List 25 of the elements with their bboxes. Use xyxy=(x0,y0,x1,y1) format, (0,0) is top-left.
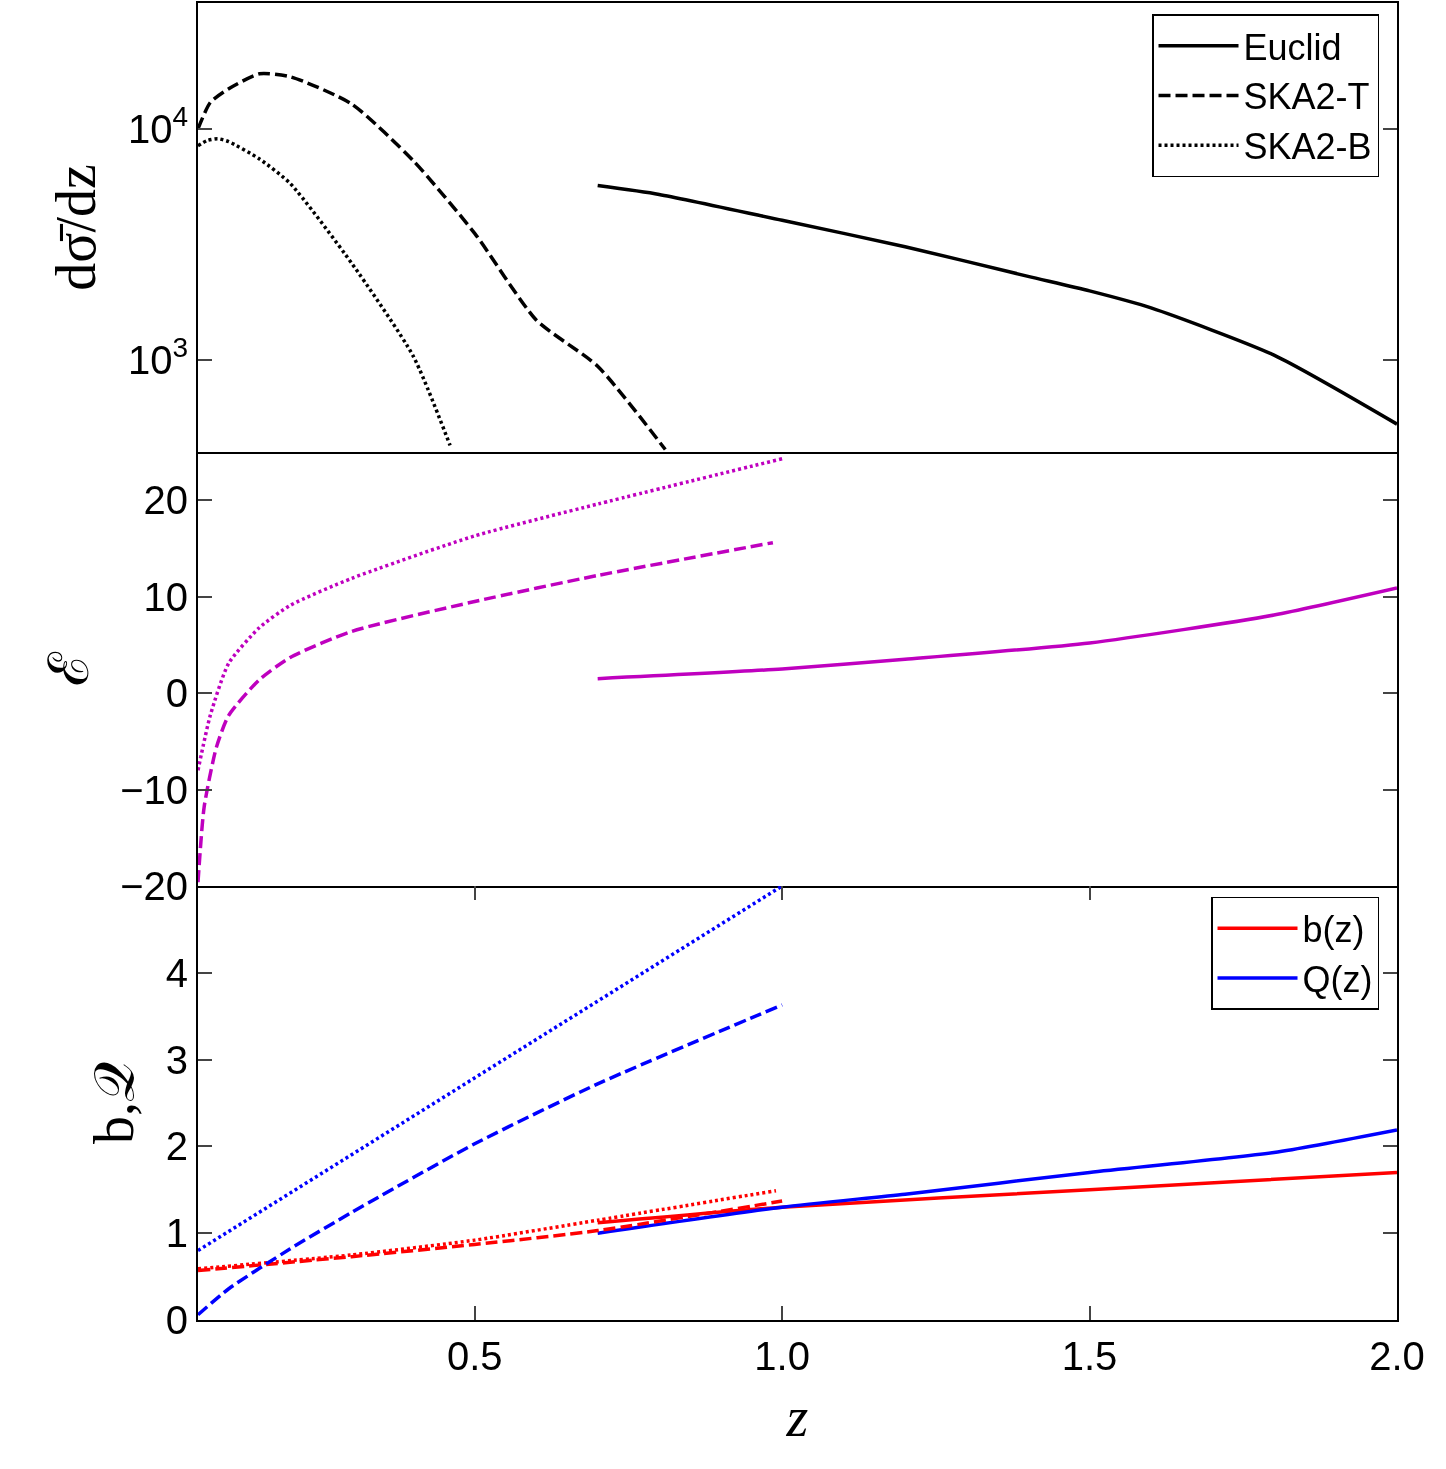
y-tick-label: 10 xyxy=(143,574,188,619)
y-tick-label: 1 xyxy=(165,1211,188,1256)
x-tick-label: 1.5 xyxy=(1061,1334,1118,1378)
y-tick-label: 10$^{3}$ xyxy=(127,332,188,382)
x-tick-label: 0.5 xyxy=(446,1334,503,1378)
y-tick-label: 10$^{4}$ xyxy=(127,100,188,151)
x-tick-label: 2.0 xyxy=(1369,1334,1425,1378)
legend-label: b(z) xyxy=(1302,909,1365,951)
legend-label: Euclid xyxy=(1243,26,1342,68)
legend-label: SKA2-B xyxy=(1243,126,1372,168)
y-tick-label: 0 xyxy=(165,671,188,716)
legend-label: Q(z) xyxy=(1302,959,1373,1001)
y-tick-label: −10 xyxy=(120,767,188,812)
y-tick-label: 0 xyxy=(165,1298,188,1342)
x-tick-label: 1.0 xyxy=(754,1334,810,1378)
legend-label: SKA2-T xyxy=(1243,76,1370,118)
y-tick-label: −20 xyxy=(120,864,188,908)
y-axis-title: ℰ xyxy=(37,651,100,686)
y-tick-label: 20 xyxy=(143,478,188,523)
y-tick-label: 2 xyxy=(165,1124,188,1169)
y-axis-title: b,𝒬 xyxy=(83,1062,146,1144)
y-axis-title: dσ̄/dz xyxy=(45,164,108,291)
y-tick-label: 4 xyxy=(165,950,188,995)
y-tick-label: 3 xyxy=(165,1037,188,1082)
x-axis-title: z xyxy=(785,1386,809,1449)
